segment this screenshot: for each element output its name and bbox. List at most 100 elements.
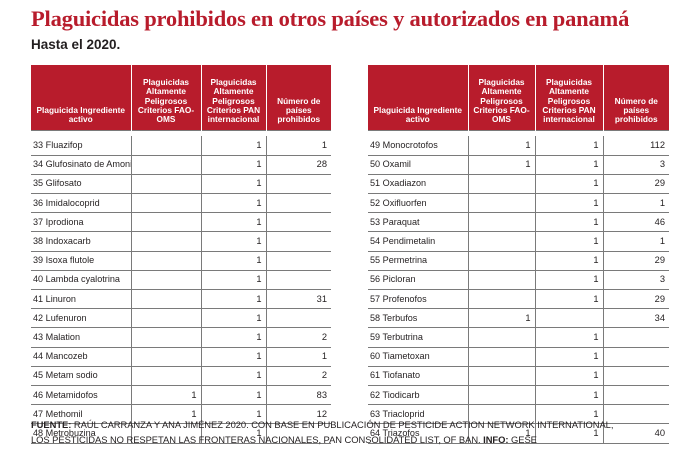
cell-countries: 34	[603, 308, 669, 329]
cell-ingredient: 35 Glifosato	[31, 174, 132, 195]
table-row: 43 Malation 1 2	[31, 327, 331, 348]
header-fao-oms: Plaguicidas Altamente Peligrosos Criteri…	[468, 65, 536, 130]
cell-ingredient: 58 Terbufos	[368, 308, 469, 329]
cell-ingredient: 33 Fluazifop	[31, 136, 132, 156]
cell-pan: 1	[535, 193, 604, 214]
cell-pan: 1	[535, 174, 604, 195]
cell-fao-oms: 1	[131, 385, 202, 406]
cell-ingredient: 48 Metrobuzina	[31, 423, 132, 444]
cell-ingredient: 50 Oxamil	[368, 155, 469, 175]
cell-countries	[266, 308, 331, 329]
source-text-1: RAÚL CARRANZA Y ANA JIMÉNEZ 2020. CON BA…	[73, 419, 614, 430]
cell-countries	[266, 251, 331, 271]
cell-fao-oms	[131, 289, 202, 310]
pesticide-table-right: Plaguicida Ingrediente activo Plaguicida…	[368, 65, 669, 444]
cell-fao-oms	[131, 174, 202, 195]
cell-ingredient: 47 Methomil	[31, 404, 132, 425]
table-row: 56 Picloran 1 3	[368, 270, 669, 291]
table-row: 53 Paraquat 1 46	[368, 212, 669, 233]
footer-line-2: LOS PESTICIDAS NO RESPETAN LAS FRONTERAS…	[31, 433, 671, 448]
cell-countries: 29	[603, 251, 669, 271]
table-row: 52 Oxifluorfen 1 1	[368, 193, 669, 214]
cell-fao-oms	[131, 251, 202, 271]
cell-pan: 1	[201, 308, 267, 329]
cell-ingredient: 63 Triacloprid	[368, 404, 469, 425]
cell-fao-oms	[468, 347, 536, 367]
cell-fao-oms: 1	[468, 136, 536, 156]
cell-ingredient: 64 Triazofos	[368, 423, 469, 444]
info-label: INFO:	[483, 433, 509, 445]
cell-pan: 1	[201, 251, 267, 271]
cell-fao-oms: 1	[468, 308, 536, 329]
table-row: 61 Tiofanato 1	[368, 366, 669, 386]
cell-fao-oms	[468, 385, 536, 406]
cell-fao-oms	[468, 193, 536, 214]
table-row: 42 Lufenuron 1	[31, 308, 331, 329]
cell-pan: 1	[201, 136, 267, 156]
cell-fao-oms	[131, 308, 202, 329]
cell-ingredient: 44 Mancozeb	[31, 347, 132, 367]
cell-pan: 1	[201, 212, 267, 233]
table-row: 51 Oxadiazon 1 29	[368, 174, 669, 195]
cell-countries: 1	[266, 136, 331, 156]
table-row: 34 Glufosinato de Amonio 1 28	[31, 155, 331, 175]
header-countries: Número de países prohibidos	[266, 65, 331, 130]
cell-countries: 2	[266, 366, 331, 386]
cell-fao-oms	[468, 270, 536, 291]
cell-ingredient: 53 Paraquat	[368, 212, 469, 233]
table-row: 46 Metamidofos 1 1 83	[31, 385, 331, 406]
cell-pan: 1	[535, 423, 604, 444]
header-ingredient: Plaguicida Ingrediente activo	[31, 65, 132, 130]
cell-fao-oms	[131, 270, 202, 291]
cell-countries: 1	[603, 231, 669, 252]
table-row: 40 Lambda cyalotrina 1	[31, 270, 331, 291]
cell-pan: 1	[535, 212, 604, 233]
table-row: 36 Imidalocoprid 1	[31, 193, 331, 214]
cell-pan: 1	[201, 327, 267, 348]
table-row: 38 Indoxacarb 1	[31, 231, 331, 252]
cell-countries: 1	[266, 347, 331, 367]
cell-pan: 1	[535, 366, 604, 386]
cell-countries: 83	[266, 385, 331, 406]
table-row: 37 Iprodiona 1	[31, 212, 331, 233]
cell-pan: 1	[535, 327, 604, 348]
cell-fao-oms	[131, 193, 202, 214]
header-pan: Plaguicidas Altamente Peligrosos Criteri…	[535, 65, 604, 130]
cell-pan: 1	[535, 136, 604, 156]
cell-pan: 1	[201, 174, 267, 195]
cell-ingredient: 51 Oxadiazon	[368, 174, 469, 195]
cell-fao-oms	[468, 404, 536, 425]
cell-fao-oms	[131, 327, 202, 348]
cell-ingredient: 43 Malation	[31, 327, 132, 348]
cell-countries	[603, 366, 669, 386]
cell-countries: 2	[266, 327, 331, 348]
cell-ingredient: 60 Tiametoxan	[368, 347, 469, 367]
cell-fao-oms	[468, 231, 536, 252]
table-row: 55 Permetrina 1 29	[368, 251, 669, 271]
cell-fao-oms	[468, 212, 536, 233]
cell-ingredient: 41 Linuron	[31, 289, 132, 310]
page-subtitle: Hasta el 2020.	[31, 37, 121, 52]
cell-ingredient: 54 Pendimetalin	[368, 231, 469, 252]
cell-ingredient: 62 Tiodicarb	[368, 385, 469, 406]
cell-ingredient: 40 Lambda cyalotrina	[31, 270, 132, 291]
cell-pan: 1	[201, 366, 267, 386]
table-row: 57 Profenofos 1 29	[368, 289, 669, 310]
table-row: 33 Fluazifop 1 1	[31, 136, 331, 156]
cell-ingredient: 39 Isoxa flutole	[31, 251, 132, 271]
cell-countries	[603, 385, 669, 406]
cell-fao-oms	[131, 366, 202, 386]
cell-pan: 1	[201, 347, 267, 367]
table-row: 64 Triazofos 1 1 40	[368, 423, 669, 444]
cell-countries	[603, 347, 669, 367]
cell-countries: 1	[603, 193, 669, 214]
cell-fao-oms: 1	[468, 423, 536, 444]
table-row: 63 Triacloprid 1	[368, 404, 669, 425]
cell-pan: 1	[535, 289, 604, 310]
cell-countries	[266, 270, 331, 291]
cell-fao-oms	[131, 155, 202, 175]
cell-countries: 3	[603, 155, 669, 175]
cell-ingredient: 42 Lufenuron	[31, 308, 132, 329]
cell-pan: 1	[201, 231, 267, 252]
cell-countries: 3	[603, 270, 669, 291]
